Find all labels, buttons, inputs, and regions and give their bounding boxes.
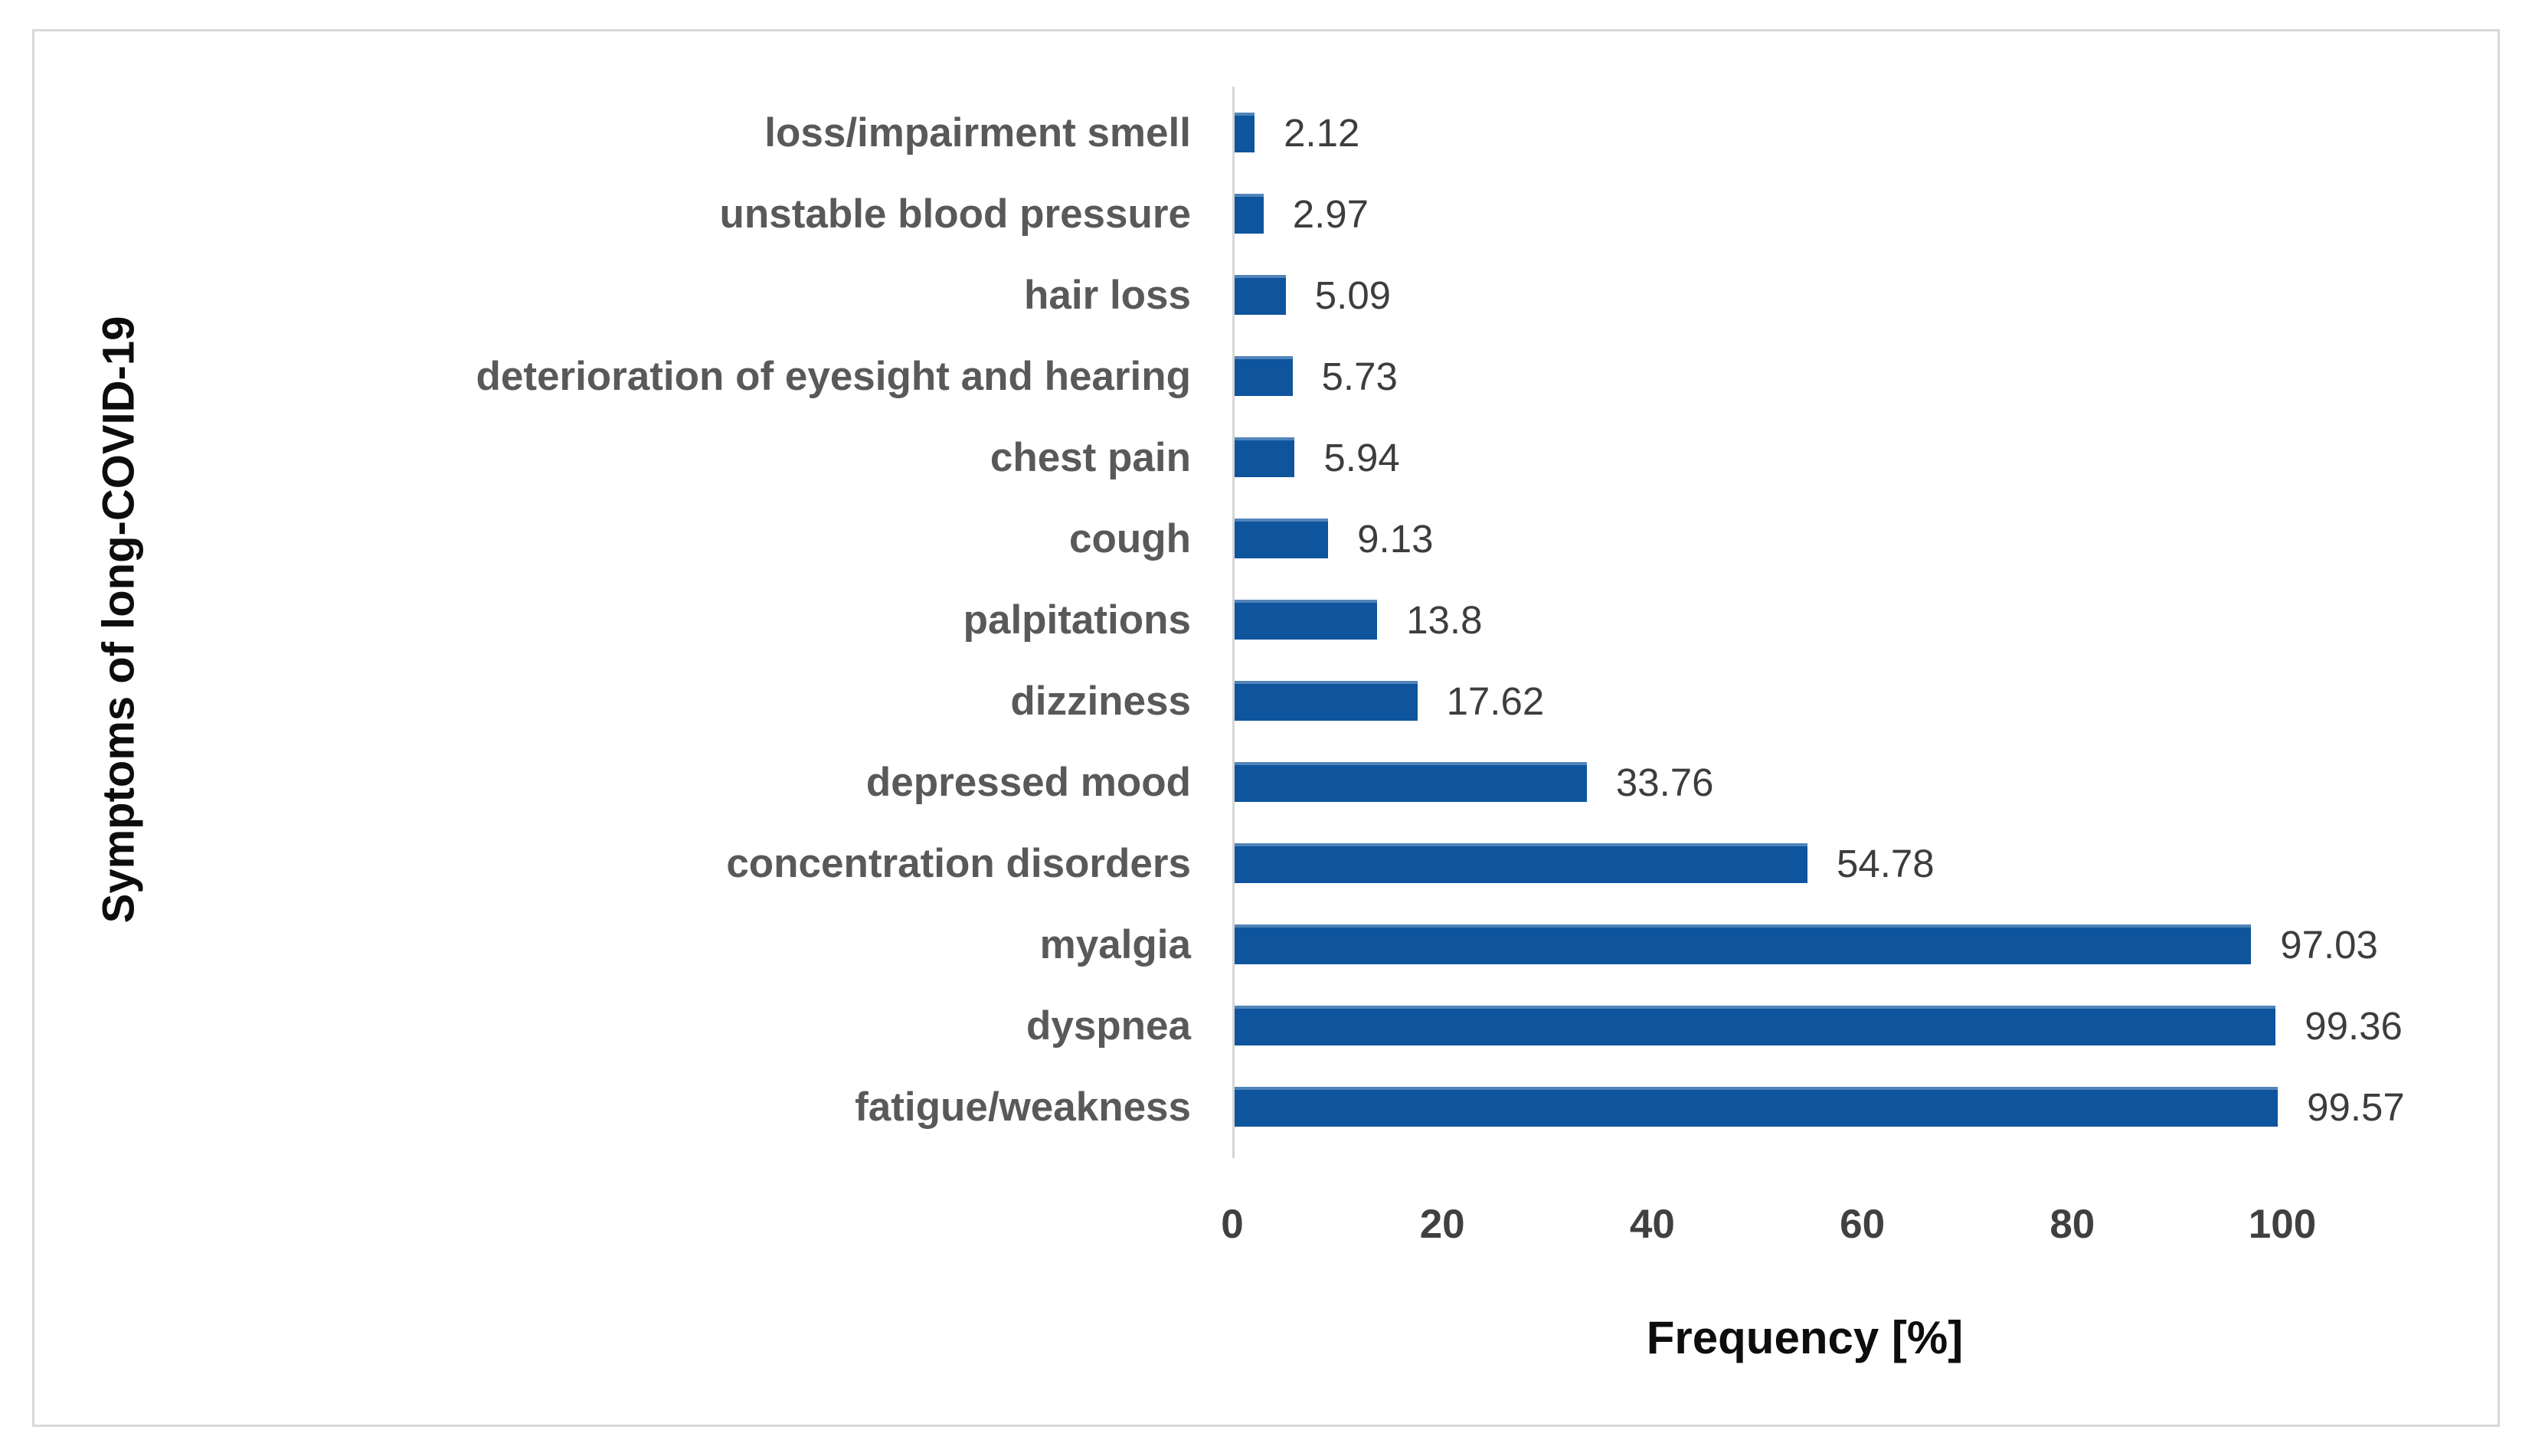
chart-row: concentration disorders 54.78 xyxy=(199,823,2377,904)
value-label: 99.57 xyxy=(2307,1085,2405,1129)
bar-track: 9.13 xyxy=(1232,498,2377,579)
bar-track: 33.76 xyxy=(1232,741,2377,823)
bar xyxy=(1232,762,1587,802)
x-axis-tick-label: 0 xyxy=(1221,1202,1244,1247)
category-label: concentration disorders xyxy=(726,840,1191,886)
bar xyxy=(1232,843,1808,883)
bar-track: 5.73 xyxy=(1232,335,2377,417)
x-axis-tick-label: 80 xyxy=(2049,1202,2095,1247)
figure-border xyxy=(32,29,2500,1427)
x-axis-tick-label: 20 xyxy=(1419,1202,1465,1247)
chart-row: hair loss 5.09 xyxy=(199,254,2377,335)
x-axis-tick-label: 40 xyxy=(1629,1202,1675,1247)
value-label: 17.62 xyxy=(1446,679,1545,723)
bar-track: 97.03 xyxy=(1232,904,2378,985)
x-axis-tick-label: 100 xyxy=(2248,1202,2317,1247)
chart-row: myalgia 97.03 xyxy=(199,904,2378,985)
bar-chart: loss/impairment smell 2.12 unstable bloo… xyxy=(199,92,2405,1147)
chart-row: fatigue/weakness 99.57 xyxy=(199,1066,2405,1147)
category-label: hair loss xyxy=(1024,272,1191,318)
bar xyxy=(1232,1006,2276,1045)
value-label: 33.76 xyxy=(1615,760,1714,804)
category-label: myalgia xyxy=(1039,921,1191,967)
bar xyxy=(1232,519,1329,558)
bar xyxy=(1232,113,1255,152)
bar-track: 99.57 xyxy=(1232,1066,2405,1147)
bar xyxy=(1232,275,1286,315)
y-axis-title: Symptoms of long-COVID-19 xyxy=(93,316,144,924)
bar-track: 99.36 xyxy=(1232,985,2403,1066)
value-label: 5.94 xyxy=(1323,435,1400,479)
x-axis-ticks: 0 20 40 60 80 100 xyxy=(1221,1201,2316,1255)
chart-row: unstable blood pressure 2.97 xyxy=(199,173,2377,254)
value-label: 9.13 xyxy=(1357,516,1434,561)
bar xyxy=(1232,1087,2278,1127)
bar-track: 2.97 xyxy=(1232,173,2377,254)
value-label: 2.97 xyxy=(1292,191,1369,236)
value-label: 5.09 xyxy=(1314,273,1392,317)
chart-row: dizziness 17.62 xyxy=(199,660,2377,741)
value-label: 54.78 xyxy=(1837,841,1935,885)
category-label: dizziness xyxy=(1010,678,1191,724)
category-label: loss/impairment smell xyxy=(764,110,1191,155)
chart-row: deterioration of eyesight and hearing 5.… xyxy=(199,335,2377,417)
bar-track: 54.78 xyxy=(1232,823,2377,904)
bar xyxy=(1232,600,1378,640)
x-axis-tick-label: 60 xyxy=(1840,1202,1886,1247)
chart-row: palpitations 13.8 xyxy=(199,579,2377,660)
bar xyxy=(1232,194,1264,234)
bar xyxy=(1232,356,1293,396)
chart-row: depressed mood 33.76 xyxy=(199,741,2377,823)
value-label: 97.03 xyxy=(2280,922,2378,967)
category-label: unstable blood pressure xyxy=(719,191,1191,237)
bar xyxy=(1232,924,2252,964)
category-label: depressed mood xyxy=(865,759,1191,805)
value-label: 5.73 xyxy=(1321,354,1398,398)
category-label: dyspnea xyxy=(1026,1003,1191,1049)
category-label: deterioration of eyesight and hearing xyxy=(476,353,1191,399)
bar-track: 17.62 xyxy=(1232,660,2377,741)
chart-row: chest pain 5.94 xyxy=(199,417,2377,498)
category-axis-line xyxy=(1232,87,1235,1158)
chart-row: cough 9.13 xyxy=(199,498,2377,579)
bar-track: 2.12 xyxy=(1232,92,2377,173)
bar xyxy=(1232,437,1295,477)
bar-track: 5.94 xyxy=(1232,417,2377,498)
chart-row: loss/impairment smell 2.12 xyxy=(199,92,2377,173)
category-label: cough xyxy=(1069,515,1191,561)
x-axis-title: Frequency [%] xyxy=(1646,1312,1964,1363)
bar xyxy=(1232,681,1418,721)
value-label: 99.36 xyxy=(2305,1003,2403,1048)
chart-row: dyspnea 99.36 xyxy=(199,985,2403,1066)
category-label: fatigue/weakness xyxy=(855,1084,1191,1130)
bar-track: 5.09 xyxy=(1232,254,2377,335)
category-label: palpitations xyxy=(963,597,1191,643)
value-label: 13.8 xyxy=(1406,597,1483,642)
category-label: chest pain xyxy=(990,434,1191,480)
bar-track: 13.8 xyxy=(1232,579,2377,660)
value-label: 2.12 xyxy=(1284,110,1360,155)
